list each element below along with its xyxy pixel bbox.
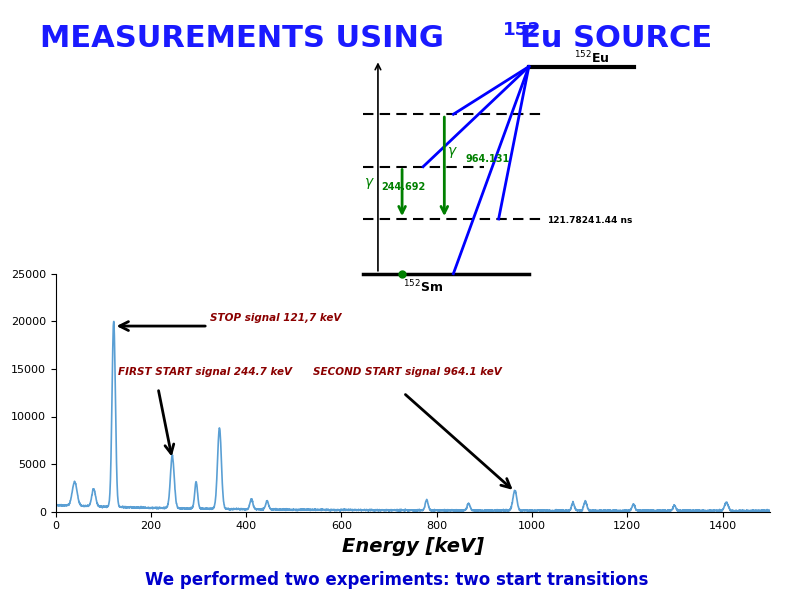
Text: $^{152}$Eu: $^{152}$Eu [574,49,610,66]
Text: 1.44 ns: 1.44 ns [596,215,633,224]
Text: STOP signal 121,7 keV: STOP signal 121,7 keV [210,313,341,323]
Text: We performed two experiments: two start transitions: We performed two experiments: two start … [145,571,649,589]
Text: 152: 152 [503,21,541,39]
Text: $^{152}$Sm: $^{152}$Sm [403,279,443,296]
Text: $\gamma$: $\gamma$ [364,176,376,190]
Text: 244.692: 244.692 [381,183,426,192]
Text: FIRST START signal 244.7 keV: FIRST START signal 244.7 keV [118,367,291,377]
Text: 121.7824: 121.7824 [547,215,594,224]
Text: Eu SOURCE: Eu SOURCE [520,24,712,53]
Text: 964.131: 964.131 [465,154,510,164]
X-axis label: Energy [keV]: Energy [keV] [342,537,484,556]
Text: MEASUREMENTS USING: MEASUREMENTS USING [40,24,454,53]
Text: $\gamma$: $\gamma$ [447,145,458,159]
Text: SECOND START signal 964.1 keV: SECOND START signal 964.1 keV [313,367,502,377]
